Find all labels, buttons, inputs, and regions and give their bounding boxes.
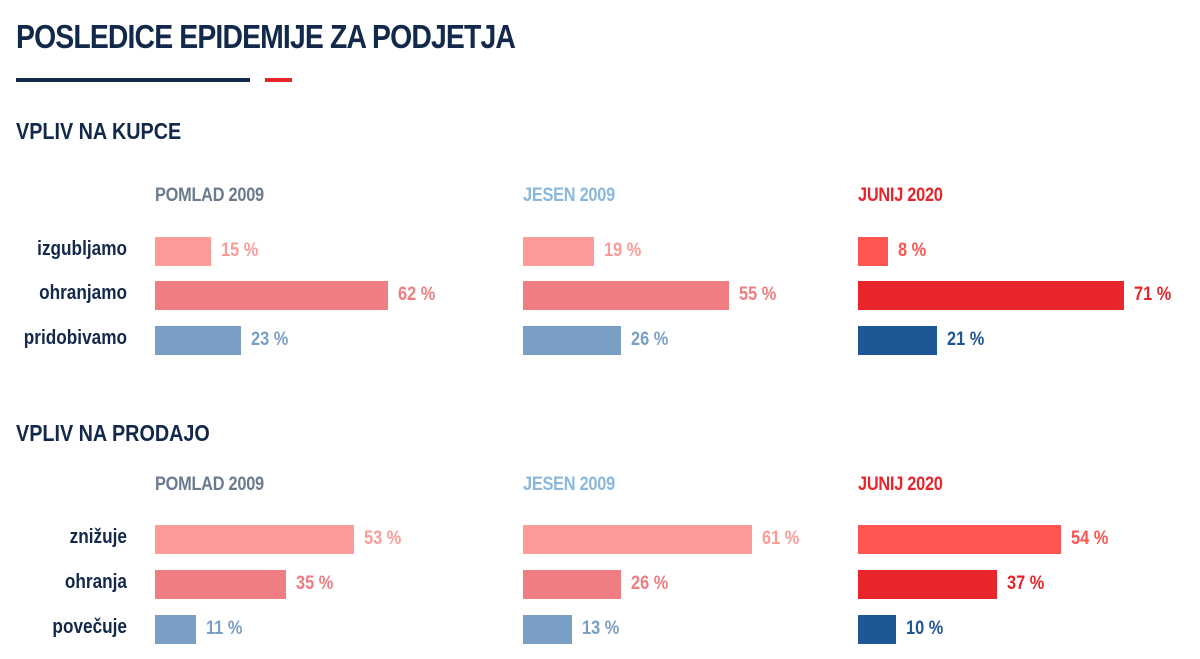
category-label: izgubljamo (37, 238, 127, 260)
data-label: 10 % (906, 618, 944, 639)
data-label: 26 % (631, 329, 669, 350)
bar (155, 570, 286, 599)
bar (523, 570, 621, 599)
period-header: JESEN 2009 (523, 474, 615, 495)
data-label: 53 % (364, 528, 402, 549)
data-label: 19 % (604, 240, 642, 261)
category-label: znižuje (69, 526, 127, 548)
bar (858, 237, 888, 266)
data-label: 61 % (762, 528, 800, 549)
bar (858, 525, 1061, 554)
data-label: 21 % (947, 329, 985, 350)
data-label: 62 % (398, 284, 436, 305)
section-title: VPLIV NA PRODAJO (16, 420, 210, 446)
section-title: VPLIV NA KUPCE (16, 118, 182, 144)
bar (858, 570, 997, 599)
data-label: 54 % (1071, 528, 1109, 549)
data-label: 55 % (739, 284, 777, 305)
period-header: POMLAD 2009 (155, 474, 264, 495)
period-header: JESEN 2009 (523, 185, 615, 206)
bar (523, 237, 594, 266)
data-label: 8 % (898, 240, 927, 261)
bar (523, 615, 572, 644)
category-label: ohranja (64, 571, 127, 593)
bar (155, 237, 211, 266)
period-header: JUNIJ 2020 (858, 474, 943, 495)
data-label: 23 % (251, 329, 289, 350)
bar (523, 281, 729, 310)
page-title: POSLEDICE EPIDEMIJE ZA PODJETJA (16, 18, 516, 55)
bar (523, 326, 621, 355)
bar (858, 326, 937, 355)
category-label: pridobivamo (23, 327, 128, 349)
bar (858, 615, 896, 644)
data-label: 71 % (1134, 284, 1172, 305)
category-label: povečuje (52, 616, 127, 638)
data-label: 15 % (221, 240, 259, 261)
period-header: POMLAD 2009 (155, 185, 264, 206)
data-label: 37 % (1007, 573, 1045, 594)
bar (523, 525, 752, 554)
data-label: 13 % (582, 618, 620, 639)
category-label: ohranjamo (39, 282, 127, 304)
period-header: JUNIJ 2020 (858, 185, 943, 206)
bar (155, 615, 196, 644)
title-accent-line (265, 78, 292, 82)
bar (155, 326, 241, 355)
title-underline (16, 78, 250, 82)
bar (155, 281, 388, 310)
data-label: 35 % (296, 573, 334, 594)
data-label: 11 % (206, 618, 243, 639)
data-label: 26 % (631, 573, 669, 594)
bar (858, 281, 1124, 310)
bar (155, 525, 354, 554)
